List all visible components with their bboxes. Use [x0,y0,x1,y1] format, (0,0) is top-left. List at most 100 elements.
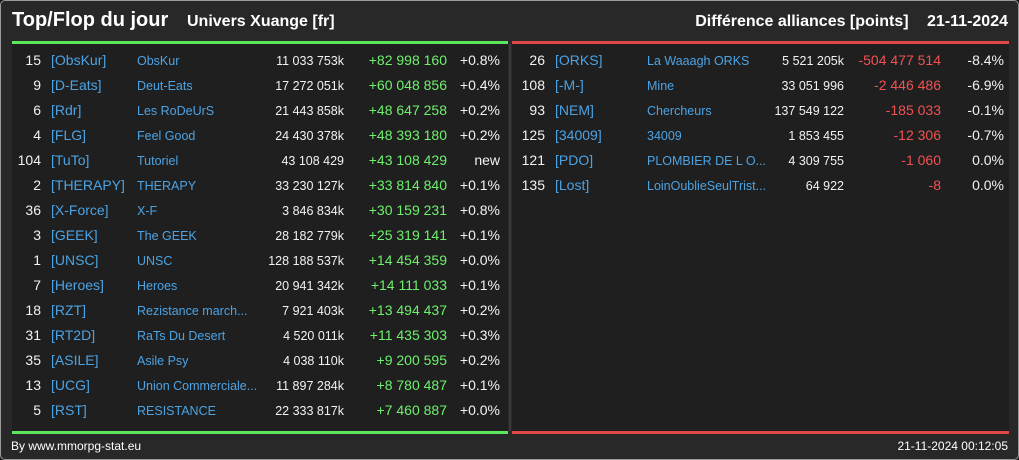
table-row: 36 [X-Force] X-F 3 846 834k +30 159 231 +0.8% [12,198,508,223]
alliance-name-link[interactable]: Rezistance march... [137,304,248,318]
footer-timestamp: 21-11-2024 00:12:05 [897,439,1008,453]
table-row: 125 [34009] 34009 1 853 455 -12 306 -0.7% [512,123,1009,148]
percent-cell: +0.1% [459,277,500,293]
alliance-tag-link[interactable]: [ObsKur] [51,52,107,68]
table-row: 2 [THERAPY] THERAPY 33 230 127k +33 814 840 +… [12,173,508,198]
ranking-type-label: Différence alliances [points] [695,13,909,30]
points-cell: 28 182 779k [275,229,344,243]
alliance-tag-link[interactable]: [-M-] [555,77,584,93]
points-cell: 11 897 284k [276,379,344,393]
percent-cell: -6.9% [967,77,1004,93]
alliance-name-link[interactable]: RaTs Du Desert [137,329,226,343]
percent-cell: +0.4% [459,77,500,93]
alliance-name-link[interactable]: LoinOublieSeulTrist... [647,179,767,193]
alliance-name-link[interactable]: La Waaagh ORKS [647,54,750,68]
alliance-name-link[interactable]: X-F [137,204,158,218]
top-accent-bar [12,41,508,44]
alliance-name-link[interactable]: UNSC [137,254,173,268]
alliance-tag-link[interactable]: [D-Eats] [51,77,102,93]
diff-cell: -8 [928,177,941,193]
rank-cell: 2 [33,177,41,193]
diff-cell: +14 111 033 [370,277,447,293]
alliance-name-link[interactable]: Chercheurs [647,104,712,118]
footer-source: By www.mmorpg-stat.eu [11,439,142,453]
alliance-tag-link[interactable]: [ORKS] [555,52,603,68]
alliance-tag-link[interactable]: [Lost] [555,177,590,193]
rank-cell: 31 [25,327,41,343]
table-row: 104 [TuTo] Tutoriel 43 108 429 +43 108 429 ne… [12,148,508,173]
alliance-name-link[interactable]: Tutoriel [137,154,179,168]
alliance-name-link[interactable]: 34009 [647,129,682,143]
table-row: 18 [RZT] Rezistance march... 7 921 403k +13 … [12,298,508,323]
percent-cell: +0.2% [459,302,500,318]
alliance-tag-link[interactable]: [RST] [51,402,87,418]
alliance-tag-link[interactable]: [Heroes] [51,277,104,293]
alliance-name-link[interactable]: PLOMBIER DE L O... [647,154,767,168]
alliance-name-link[interactable]: Asile Psy [137,354,189,368]
alliance-tag-link[interactable]: [Rdr] [51,102,82,118]
alliance-tag-link[interactable]: [RZT] [51,302,86,318]
diff-cell: -2 446 486 [874,77,941,93]
alliance-name-link[interactable]: Heroes [137,279,178,293]
table-row: 135 [Lost] LoinOublieSeulTrist... 64 922 -8 0… [512,173,1009,198]
diff-cell: -504 477 514 [858,52,941,68]
diff-cell: -12 306 [893,127,941,143]
rank-cell: 7 [33,277,41,293]
alliance-name-link[interactable]: The GEEK [137,229,197,243]
rank-cell: 9 [33,77,41,93]
alliance-name-link[interactable]: THERAPY [137,179,197,193]
points-cell: 20 941 342k [275,279,344,293]
diff-cell: +25 319 141 [368,227,447,243]
points-cell: 4 520 011k [283,329,344,343]
table-row: 121 [PDO] PLOMBIER DE L O... 4 309 755 -1 06… [512,148,1009,173]
points-cell: 7 921 403k [282,304,344,318]
top-gainers-table: 15 [ObsKur] ObsKur 11 033 753k +82 998 160 +0… [12,44,508,431]
alliance-tag-link[interactable]: [34009] [555,127,602,143]
percent-cell: 0.0% [972,177,1004,193]
diff-cell: +14 454 359 [368,252,447,268]
alliance-name-link[interactable]: RESISTANCE [137,404,216,418]
percent-cell: +0.1% [459,227,500,243]
points-cell: 1 853 455 [788,129,844,143]
rank-cell: 121 [521,152,545,168]
percent-cell: +0.2% [459,127,500,143]
alliance-tag-link[interactable]: [THERAPY] [51,177,125,193]
table-row: 1 [UNSC] UNSC 128 188 537k +14 454 359 +0.0% [12,248,508,273]
alliance-tag-link[interactable]: [FLG] [51,127,87,143]
percent-cell: +0.0% [459,402,500,418]
page-title: Top/Flop du jour [12,9,169,31]
table-row: 7 [Heroes] Heroes 20 941 342k +14 111 033 +0.… [12,273,508,298]
diff-cell: +11 435 303 [369,327,447,343]
alliance-tag-link[interactable]: [PDO] [555,152,594,168]
rank-cell: 26 [529,52,545,68]
top-bottom-bar [12,431,508,434]
table-row: 31 [RT2D] RaTs Du Desert 4 520 011k +11 435 … [12,323,508,348]
rank-cell: 6 [33,102,41,118]
table-row: 15 [ObsKur] ObsKur 11 033 753k +82 998 160 +0… [12,48,508,73]
rank-cell: 35 [25,352,41,368]
diff-cell: -185 033 [885,102,941,118]
diff-cell: +82 998 160 [368,52,447,68]
diff-cell: +13 494 437 [368,302,447,318]
alliance-name-link[interactable]: Union Commerciale... [137,379,258,393]
alliance-name-link[interactable]: Les RoDeUrS [137,104,215,118]
alliance-name-link[interactable]: Deut-Eats [137,79,193,93]
alliance-tag-link[interactable]: [GEEK] [51,227,98,243]
alliance-name-link[interactable]: Mine [647,79,675,93]
alliance-name-link[interactable]: ObsKur [137,54,180,68]
percent-cell: 0.0% [972,152,1004,168]
table-row: 93 [NEM] Chercheurs 137 549 122 -185 033 -0.1… [512,98,1009,123]
table-row: 108 [-M-] Mine 33 051 996 -2 446 486 -6.9% [512,73,1009,98]
alliance-tag-link[interactable]: [NEM] [555,102,594,118]
alliance-name-link[interactable]: Feel Good [137,129,196,143]
alliance-tag-link[interactable]: [UNSC] [51,252,99,268]
percent-cell: +0.3% [459,327,500,343]
alliance-tag-link[interactable]: [X-Force] [51,202,109,218]
alliance-tag-link[interactable]: [RT2D] [51,327,96,343]
alliance-tag-link[interactable]: [UCG] [51,377,90,393]
rank-cell: 3 [33,227,41,243]
diff-cell: +7 460 887 [376,402,447,418]
points-cell: 5 521 205k [782,54,844,68]
alliance-tag-link[interactable]: [ASILE] [51,352,99,368]
alliance-tag-link[interactable]: [TuTo] [51,152,90,168]
